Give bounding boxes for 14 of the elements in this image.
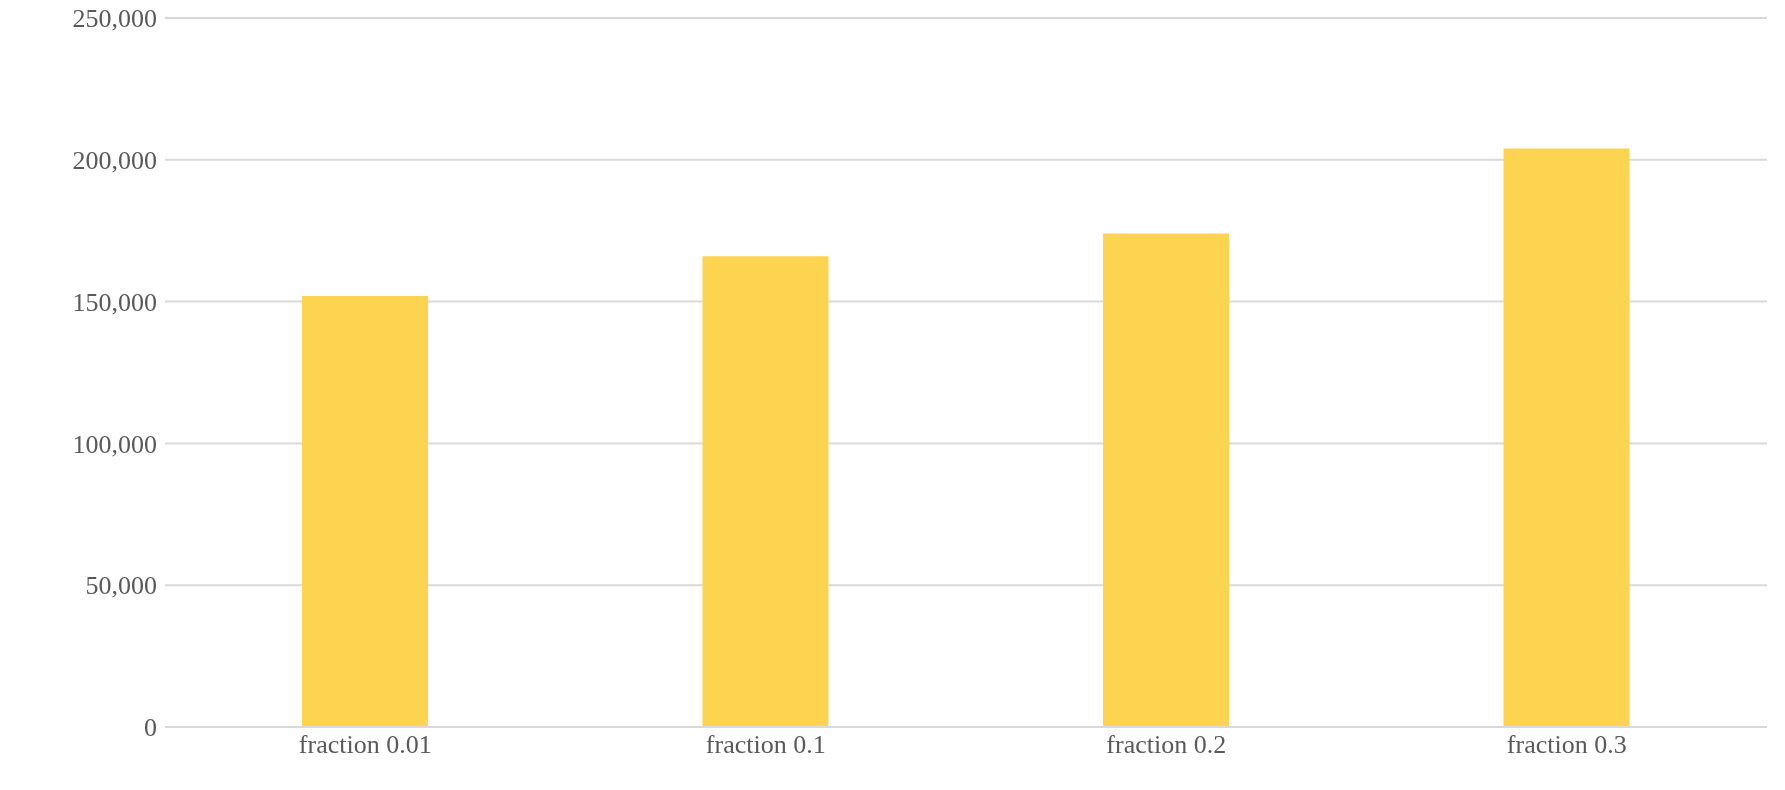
y-tick-label: 0 — [144, 713, 157, 743]
y-tick-label: 100,000 — [72, 429, 157, 459]
y-tick-label: 150,000 — [72, 287, 157, 317]
y-tick-label: 250,000 — [72, 4, 157, 34]
y-tick-label: 50,000 — [85, 571, 157, 601]
x-tick-label: fraction 0.01 — [298, 730, 432, 760]
x-tick-label: fraction 0.2 — [1106, 730, 1227, 760]
x-tick-label: fraction 0.3 — [1506, 730, 1627, 760]
bar — [1103, 233, 1229, 727]
x-tick-label: fraction 0.1 — [705, 730, 826, 760]
bar — [302, 295, 428, 727]
bar — [1503, 148, 1630, 727]
bar — [702, 256, 829, 727]
y-tick-label: 200,000 — [72, 146, 157, 176]
